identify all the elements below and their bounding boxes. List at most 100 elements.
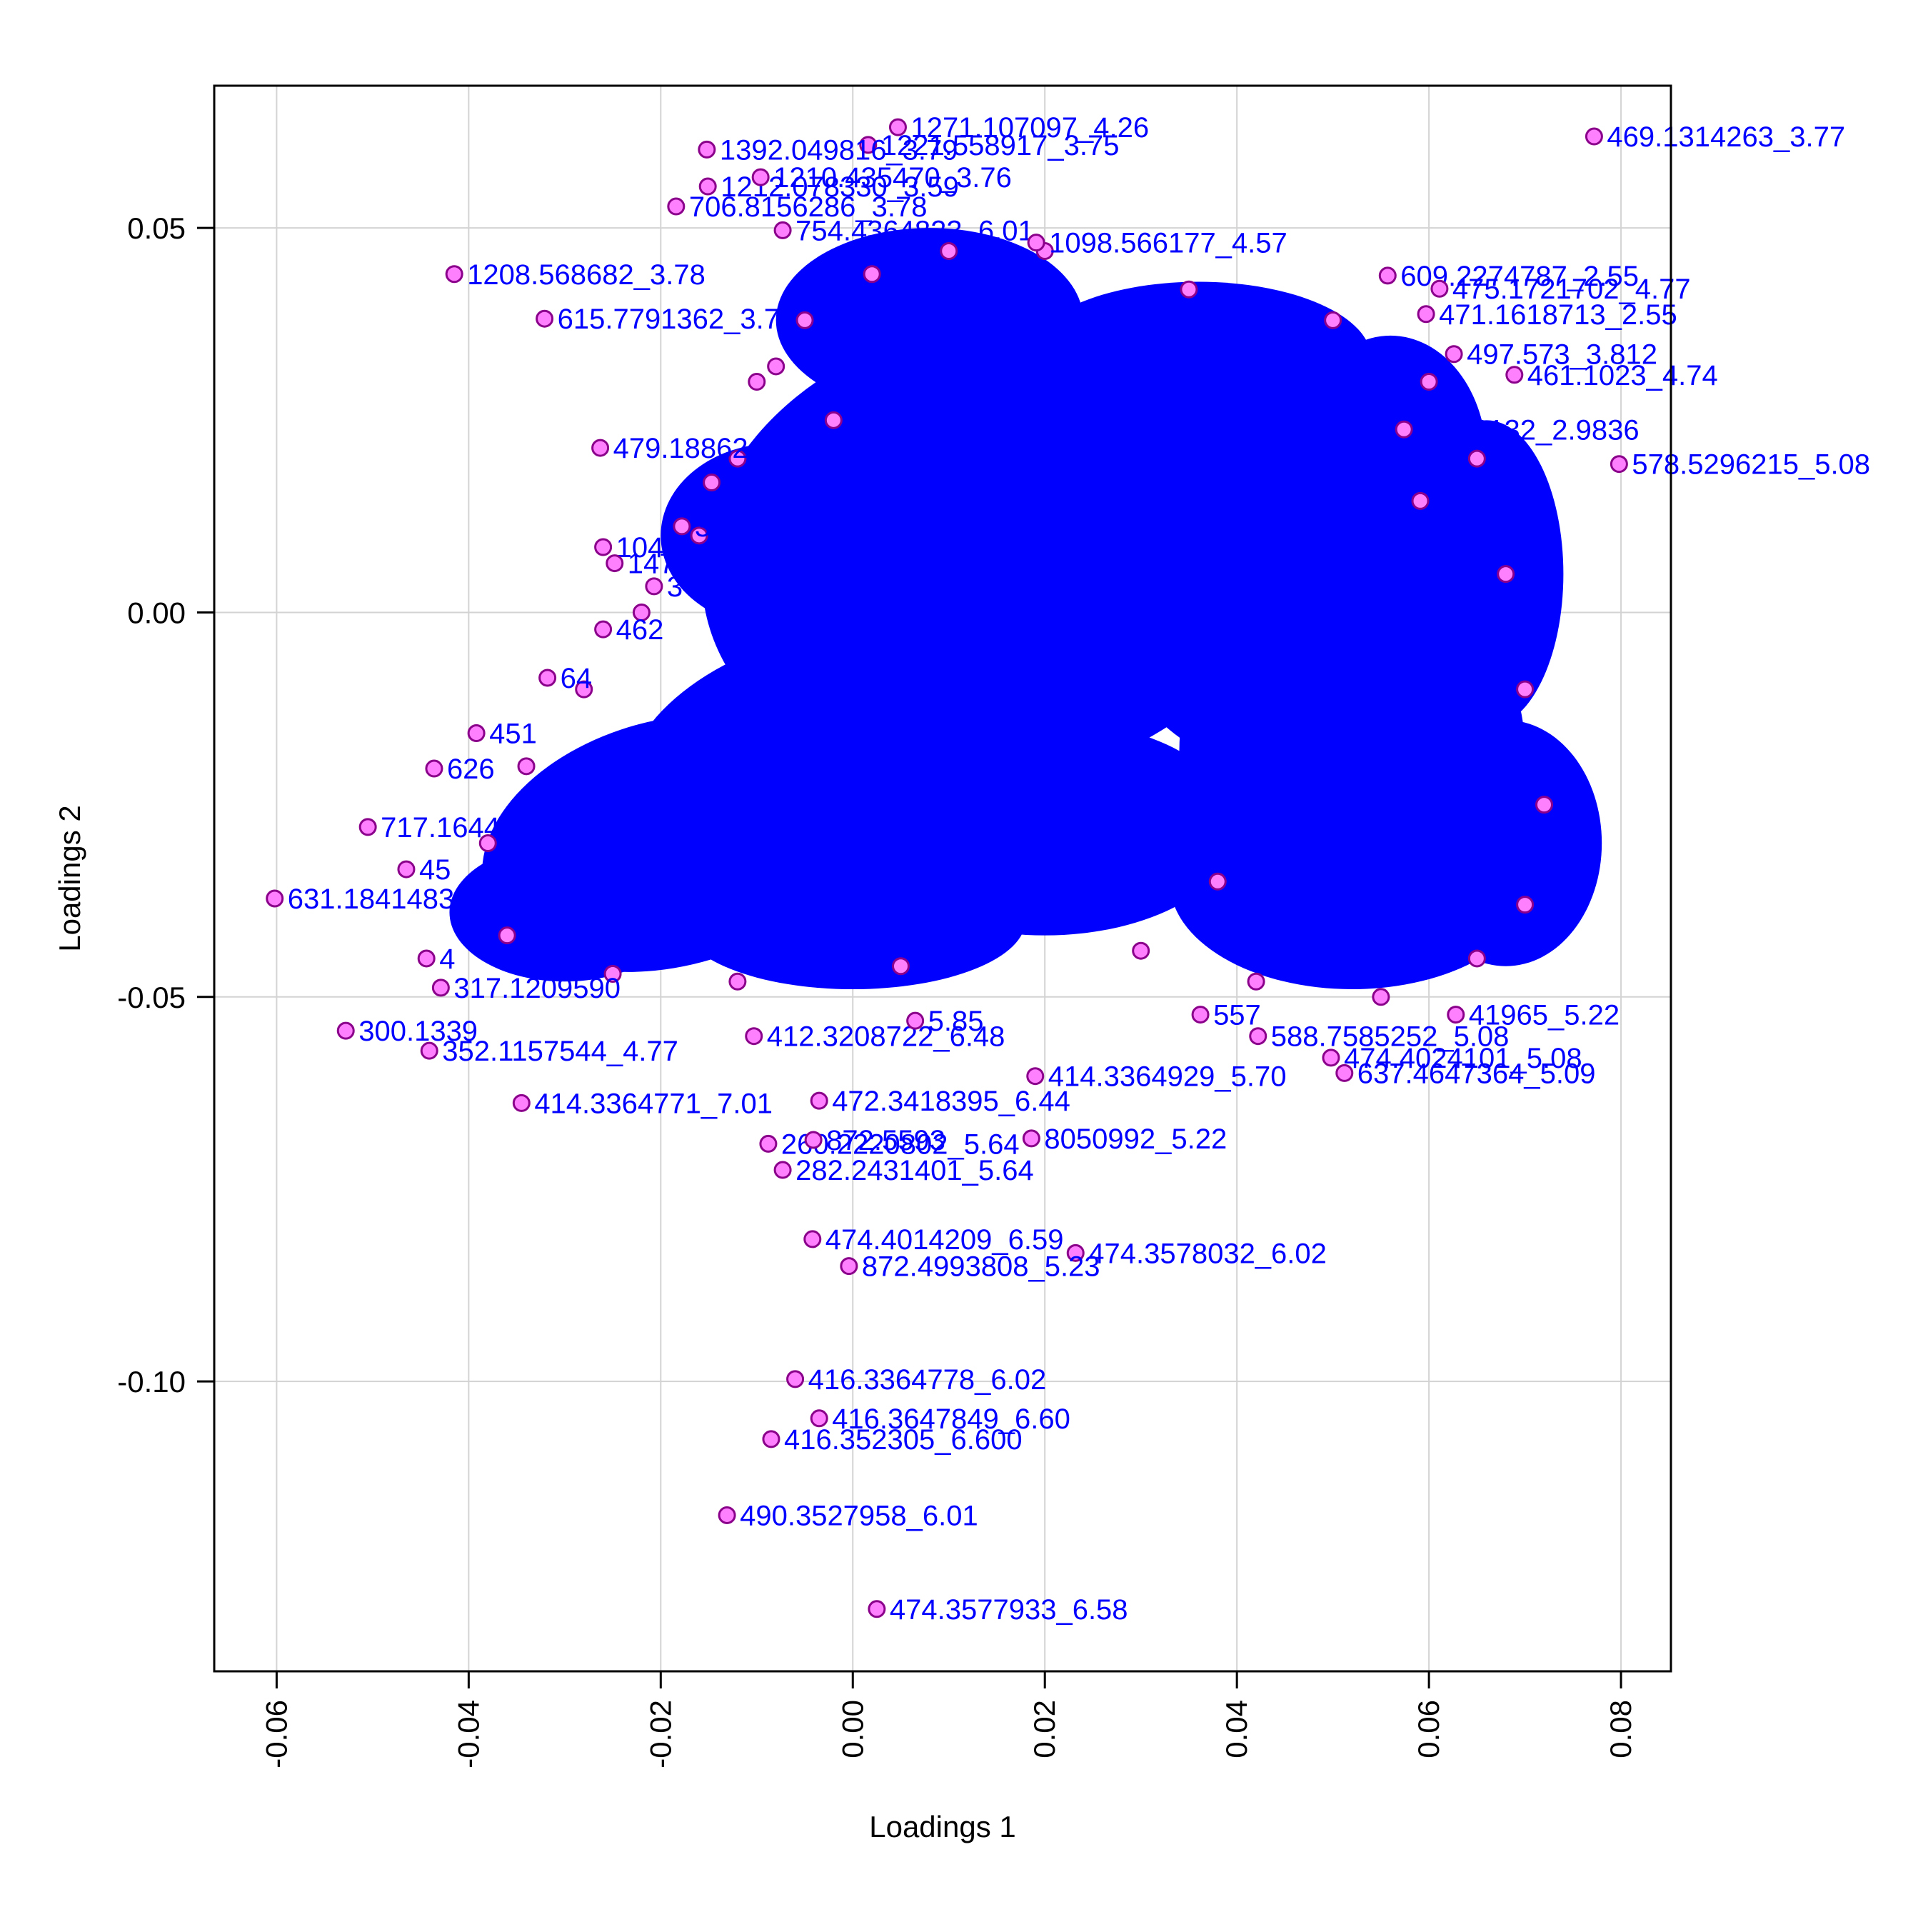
- data-point: 706.8156286_3.78: [667, 191, 928, 223]
- label-cluster: [449, 843, 681, 982]
- point-marker: [1430, 279, 1449, 298]
- point-label: 471.1618713_2.55: [1439, 299, 1677, 331]
- point-label: 626: [447, 754, 495, 785]
- point-label: 474.3578032_6.02: [1088, 1238, 1327, 1269]
- point-marker: [632, 603, 651, 621]
- data-point: 1221.558917_3.75: [859, 130, 1119, 161]
- point-label: 472.3418395_6.44: [832, 1086, 1070, 1117]
- data-point: 1271.107097_4.26: [888, 112, 1149, 144]
- point-marker: [1420, 373, 1438, 391]
- point-label: 147.1: [628, 549, 699, 580]
- point-marker: [645, 577, 663, 596]
- point-marker: [1467, 449, 1486, 468]
- point-marker: [810, 1409, 828, 1428]
- point-marker: [517, 757, 536, 776]
- data-point: 588.7585252_5.08: [1249, 1021, 1509, 1053]
- data-point: 461.1023_4.74: [1505, 360, 1718, 391]
- point-label: 416.3364778_6.02: [808, 1364, 1047, 1396]
- x-axis-title: Loadings 1: [869, 1810, 1016, 1843]
- point-label: 462: [616, 614, 664, 646]
- y-tick-label: -0.05: [117, 981, 186, 1014]
- point-marker: [1324, 311, 1342, 329]
- point-marker: [445, 265, 463, 284]
- point-label: 385: [695, 511, 743, 543]
- data-point: 1040: [594, 532, 680, 564]
- data-point: 317.1209590: [431, 973, 621, 1004]
- point-marker: [1027, 234, 1045, 252]
- point-marker: [358, 818, 377, 836]
- point-marker: [1447, 1006, 1465, 1024]
- point-label: 300.1339: [358, 1016, 478, 1047]
- point-marker: [698, 177, 717, 196]
- point-label: 451: [489, 719, 537, 750]
- x-tick-label: -0.02: [643, 1700, 677, 1768]
- point-marker: [1610, 455, 1628, 474]
- point-marker: [1516, 680, 1535, 699]
- point-marker: [1417, 305, 1435, 324]
- point-marker: [1247, 972, 1265, 991]
- point-marker: [859, 136, 878, 154]
- x-tick-label: 0.06: [1412, 1700, 1445, 1758]
- y-tick-label: 0.05: [127, 211, 186, 245]
- point-label: 282.2431401_5.64: [795, 1155, 1034, 1186]
- point-marker: [1505, 366, 1524, 384]
- point-label: 45: [419, 854, 451, 886]
- point-marker: [703, 474, 721, 492]
- point-marker: [751, 168, 770, 186]
- point-marker: [266, 889, 284, 908]
- x-tick-label: 0.02: [1028, 1700, 1061, 1758]
- y-axis: 0.05 0.00 -0.05 -0.10: [117, 211, 214, 1398]
- label-cluster: [661, 443, 892, 629]
- point-label: 479.1886249_: [613, 433, 797, 464]
- point-marker: [728, 449, 747, 468]
- point-marker: [1445, 345, 1463, 364]
- point-marker: [425, 759, 443, 778]
- data-point: 385: [673, 511, 743, 543]
- point-marker: [594, 620, 613, 639]
- data-point: 45: [397, 854, 451, 886]
- label-cluster: [775, 228, 1084, 413]
- point-label: 872.5593: [826, 1125, 945, 1156]
- point-label: 469.1314263_3.77: [1607, 121, 1845, 153]
- point-label: 474.4014209_6.59: [825, 1224, 1064, 1256]
- point-marker: [512, 1093, 531, 1112]
- data-point: 615.7791362_3.75: [536, 304, 795, 335]
- point-label: 414.3364929_5.70: [1048, 1061, 1287, 1093]
- data-point: 1210.435470_3.76: [751, 162, 1012, 194]
- data-point: 3: [645, 571, 683, 603]
- data-point: 631.1841483: [266, 884, 454, 915]
- point-marker: [1335, 1063, 1354, 1082]
- point-marker: [698, 140, 716, 159]
- point-label: 3: [667, 571, 683, 603]
- point-marker: [417, 949, 436, 968]
- data-point: 300.1339: [336, 1016, 478, 1047]
- point-marker: [940, 241, 958, 260]
- point-label: 5.85: [928, 1006, 984, 1037]
- point-marker: [1585, 127, 1603, 146]
- point-label: 487.2132_2.9836: [1417, 414, 1639, 446]
- point-marker: [1022, 1129, 1040, 1148]
- point-marker: [718, 1506, 736, 1524]
- point-label: 717.1644: [381, 812, 500, 844]
- data-point: 282.2431401_5.64: [773, 1155, 1034, 1186]
- point-marker: [795, 311, 814, 329]
- data-point: 717.1644: [358, 812, 500, 844]
- point-marker: [773, 221, 792, 239]
- point-marker: [1497, 565, 1515, 584]
- point-label: 637.4647364_5.09: [1357, 1058, 1596, 1089]
- data-point: 1098.566177_4.57: [1027, 228, 1287, 259]
- data-point: 41965_5.22: [1447, 1000, 1620, 1031]
- point-marker: [667, 197, 686, 216]
- data-point: 754.4364823_6.01: [773, 215, 1034, 246]
- point-marker: [591, 439, 610, 457]
- point-label: 497.573_3.812: [1467, 339, 1657, 371]
- data-point: 416.352305_6.600: [762, 1424, 1023, 1456]
- point-marker: [420, 1041, 438, 1060]
- data-point: 414.3364929_5.70: [1026, 1061, 1287, 1093]
- point-label: 490.3527958_6.01: [740, 1500, 978, 1531]
- x-tick-label: -0.06: [259, 1700, 293, 1768]
- point-label: 414.3364771_7.01: [534, 1088, 773, 1119]
- point-marker: [1322, 1048, 1340, 1067]
